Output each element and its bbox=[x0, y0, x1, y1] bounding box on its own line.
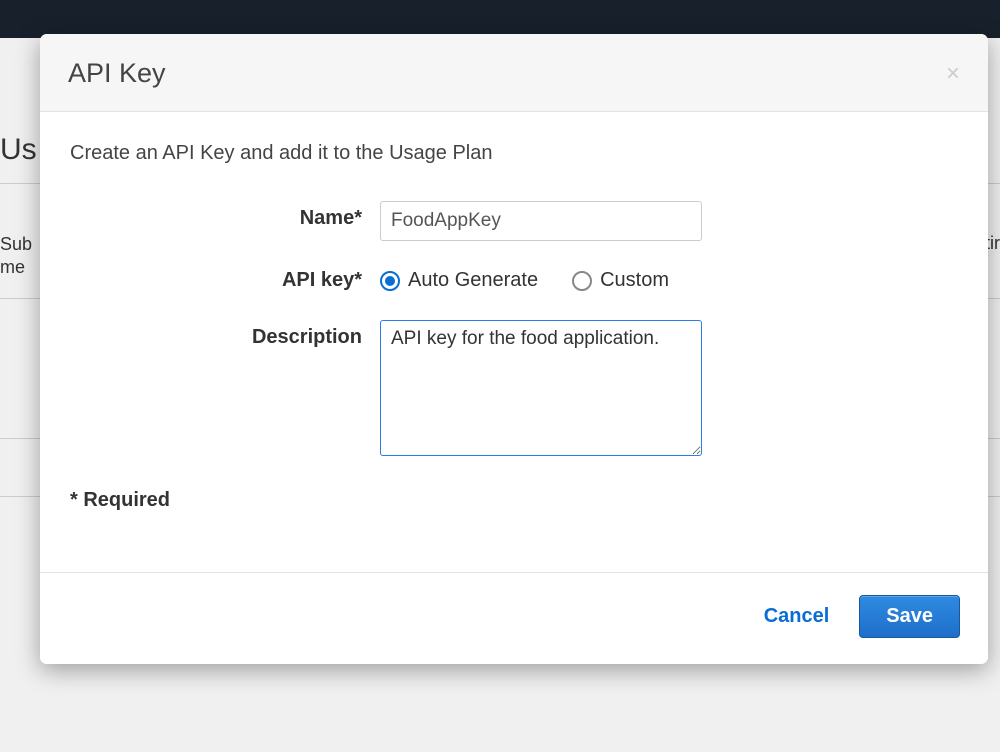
api-key-modal: API Key × Create an API Key and add it t… bbox=[40, 34, 988, 664]
form-row-description: Description bbox=[70, 320, 958, 461]
radio-custom[interactable]: Custom bbox=[572, 269, 669, 292]
name-label: Name* bbox=[70, 201, 380, 230]
description-label: Description bbox=[70, 320, 380, 349]
radio-auto-generate[interactable]: Auto Generate bbox=[380, 269, 538, 292]
api-key-label: API key* bbox=[70, 263, 380, 292]
modal-overlay: API Key × Create an API Key and add it t… bbox=[0, 0, 1000, 752]
form-row-api-key: API key* Auto Generate Custom bbox=[70, 263, 958, 292]
radio-custom-label: Custom bbox=[600, 269, 669, 292]
close-icon[interactable]: × bbox=[946, 62, 960, 86]
modal-body: Create an API Key and add it to the Usag… bbox=[40, 112, 988, 572]
cancel-button[interactable]: Cancel bbox=[758, 597, 836, 636]
modal-intro-text: Create an API Key and add it to the Usag… bbox=[70, 142, 958, 165]
radio-auto-label: Auto Generate bbox=[408, 269, 538, 292]
radio-icon bbox=[380, 271, 400, 291]
save-button[interactable]: Save bbox=[859, 595, 960, 638]
description-textarea[interactable] bbox=[380, 320, 702, 456]
api-key-radio-group: Auto Generate Custom bbox=[380, 263, 669, 292]
name-input[interactable] bbox=[380, 201, 702, 241]
modal-title: API Key bbox=[68, 58, 166, 89]
form-row-name: Name* bbox=[70, 201, 958, 241]
required-note: * Required bbox=[70, 489, 958, 512]
radio-icon bbox=[572, 271, 592, 291]
modal-header: API Key × bbox=[40, 34, 988, 112]
modal-footer: Cancel Save bbox=[40, 572, 988, 664]
